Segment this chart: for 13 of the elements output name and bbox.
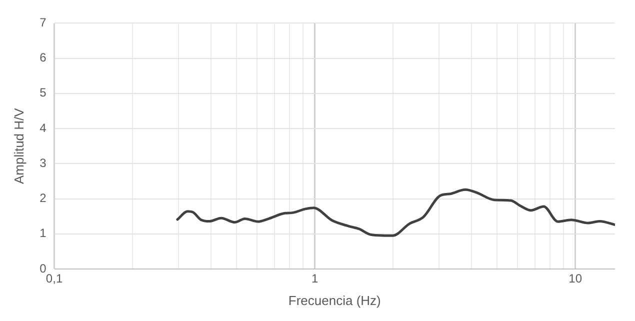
y-tick-label: 7 — [40, 16, 47, 30]
y-tick-label: 2 — [40, 191, 47, 206]
x-tick-label: 10 — [568, 272, 582, 286]
x-tick-label: 0,1 — [46, 272, 63, 286]
y-tick-label: 6 — [40, 50, 47, 65]
y-tick-label: 1 — [40, 226, 47, 240]
x-axis-title: Frecuencia (Hz) — [288, 292, 381, 308]
y-tick-label: 5 — [40, 86, 47, 100]
y-tick-label: 0 — [40, 261, 47, 276]
y-tick-label: 3 — [40, 156, 47, 170]
y-axis-title: Amplitud H/V — [11, 108, 26, 184]
y-tick-label: 4 — [40, 120, 47, 135]
x-tick-label: 1 — [311, 272, 318, 286]
